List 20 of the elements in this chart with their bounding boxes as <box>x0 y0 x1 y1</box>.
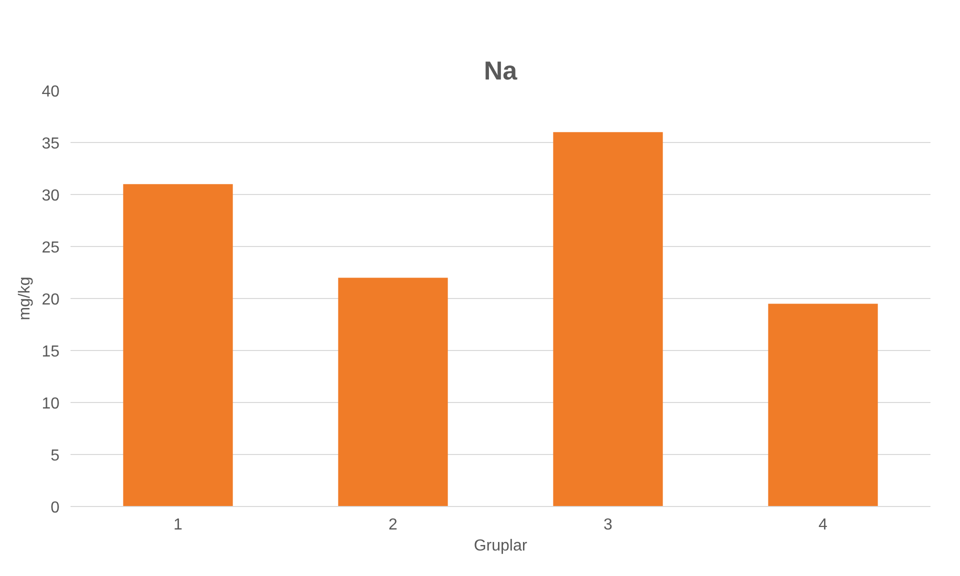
y-tick-label: 0 <box>50 500 60 516</box>
y-tick-label: 35 <box>42 136 60 152</box>
y-tick-label: 15 <box>42 344 60 360</box>
bar <box>553 132 663 506</box>
chart-title: Na <box>484 56 518 86</box>
x-tick-label: 3 <box>604 516 613 534</box>
y-tick-label: 30 <box>42 188 60 204</box>
bar <box>768 304 878 506</box>
bar <box>338 278 448 506</box>
x-tick-label: 2 <box>388 516 398 534</box>
x-axis-title: Gruplar <box>474 538 528 554</box>
x-tick-label: 4 <box>818 516 828 534</box>
y-tick-label: 20 <box>42 292 60 308</box>
y-tick-label: 10 <box>42 396 60 412</box>
x-tick-label: 1 <box>174 516 183 534</box>
bar <box>123 184 233 506</box>
y-tick-label: 40 <box>42 84 60 100</box>
y-tick-label: 25 <box>42 240 60 256</box>
y-axis-title: mg/kg <box>16 276 34 320</box>
y-tick-label: 5 <box>50 448 60 464</box>
